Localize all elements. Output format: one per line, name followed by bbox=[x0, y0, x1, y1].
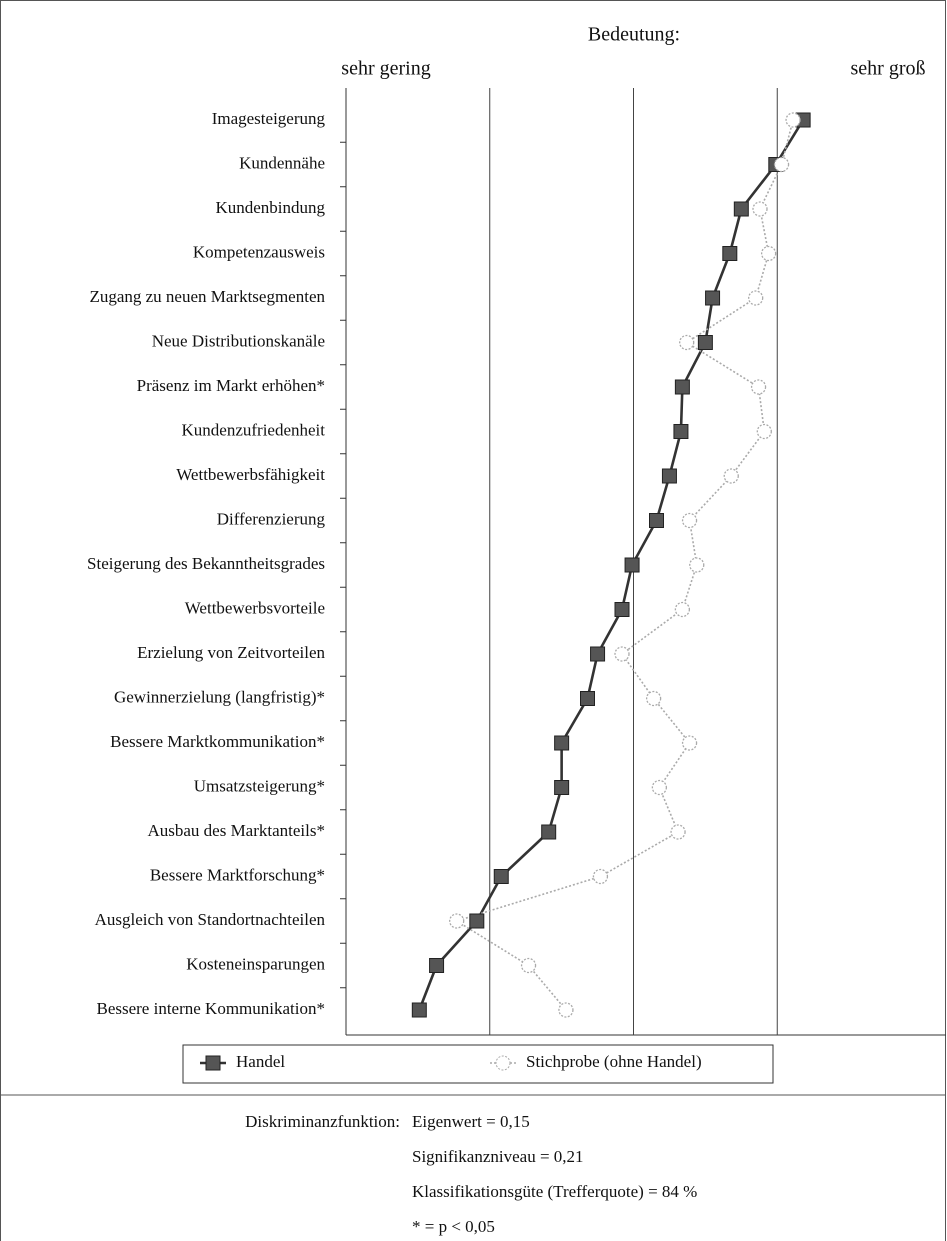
y-tick-label: Zugang zu neuen Marktsegmenten bbox=[89, 287, 325, 306]
y-tick-label: Kundenzufriedenheit bbox=[182, 420, 326, 439]
marker bbox=[624, 557, 640, 573]
y-tick-label: Präsenz im Markt erhöhen* bbox=[137, 376, 325, 395]
marker bbox=[520, 957, 537, 974]
y-tick-label: Ausbau des Marktanteils* bbox=[147, 821, 325, 840]
y-tick-label: Wettbewerbsfähigkeit bbox=[176, 465, 325, 484]
y-tick-label: Differenzierung bbox=[217, 509, 326, 528]
legend-marker bbox=[495, 1055, 511, 1071]
axis-label-right: sehr groß bbox=[851, 58, 926, 80]
marker bbox=[590, 646, 606, 662]
y-tick-label: Wettbewerbsvorteile bbox=[185, 598, 325, 617]
marker bbox=[722, 246, 738, 261]
y-tick-label: Kompetenzausweis bbox=[193, 242, 325, 261]
marker bbox=[558, 1002, 574, 1018]
legend-box bbox=[182, 1044, 774, 1084]
marker bbox=[554, 780, 570, 795]
y-tick-label: Ausgleich von Standortnachteilen bbox=[95, 910, 326, 929]
marker bbox=[733, 201, 749, 217]
legend-marker bbox=[205, 1055, 221, 1071]
y-tick-label: Kundennähe bbox=[239, 153, 325, 172]
marker bbox=[674, 379, 690, 395]
y-tick-label: Umsatzsteigerung* bbox=[194, 776, 325, 795]
marker bbox=[674, 601, 691, 618]
marker bbox=[681, 512, 698, 529]
legend-label: Handel bbox=[236, 1052, 285, 1071]
marker bbox=[750, 379, 767, 395]
y-tick-label: Neue Distributionskanäle bbox=[152, 331, 325, 350]
y-tick-label: Imagesteigerung bbox=[212, 109, 326, 128]
note-line: Klassifikationsgüte (Trefferquote) = 84 … bbox=[412, 1182, 697, 1201]
marker bbox=[651, 779, 668, 796]
marker bbox=[673, 424, 689, 439]
marker bbox=[756, 423, 772, 440]
marker bbox=[449, 913, 465, 929]
marker bbox=[752, 201, 768, 217]
marker bbox=[580, 691, 595, 706]
marker bbox=[493, 869, 509, 884]
y-tick-label: Bessere Marktforschung* bbox=[150, 865, 325, 884]
y-tick-label: Gewinnerzielung (langfristig)* bbox=[114, 687, 325, 706]
chart-title: Bedeutung: bbox=[588, 24, 680, 46]
marker bbox=[681, 735, 698, 751]
legend-label: Stichprobe (ohne Handel) bbox=[526, 1052, 702, 1071]
marker bbox=[554, 735, 570, 751]
marker bbox=[614, 646, 630, 662]
marker bbox=[411, 1002, 427, 1018]
marker bbox=[541, 824, 557, 840]
marker bbox=[592, 868, 609, 885]
marker bbox=[689, 557, 705, 573]
marker bbox=[697, 335, 713, 350]
marker bbox=[645, 690, 662, 707]
note-line: * = p < 0,05 bbox=[412, 1217, 495, 1236]
marker bbox=[760, 245, 777, 262]
marker bbox=[679, 334, 695, 351]
marker bbox=[748, 290, 764, 306]
marker bbox=[429, 958, 445, 973]
marker bbox=[649, 513, 664, 528]
notes-label: Diskriminanzfunktion: bbox=[245, 1112, 400, 1131]
y-tick-label: Bessere interne Kommunikation* bbox=[96, 999, 325, 1018]
y-tick-label: Steigerung des Bekanntheitsgrades bbox=[87, 554, 325, 573]
y-tick-label: Kosteneinsparungen bbox=[186, 954, 325, 973]
marker bbox=[705, 290, 721, 306]
marker bbox=[469, 913, 485, 929]
marker bbox=[670, 824, 686, 840]
marker bbox=[661, 468, 677, 484]
series-line bbox=[418, 119, 805, 1011]
marker bbox=[614, 602, 630, 617]
y-tick-label: Erzielung von Zeitvorteilen bbox=[137, 643, 325, 662]
y-tick-label: Kundenbindung bbox=[215, 198, 325, 217]
marker bbox=[785, 112, 801, 128]
note-line: Signifikanzniveau = 0,21 bbox=[412, 1147, 584, 1166]
y-tick-label: Bessere Marktkommunikation* bbox=[110, 732, 325, 751]
axis-label-left: sehr gering bbox=[341, 58, 430, 80]
marker bbox=[773, 156, 790, 173]
marker bbox=[723, 468, 739, 484]
note-line: Eigenwert = 0,15 bbox=[412, 1112, 530, 1131]
